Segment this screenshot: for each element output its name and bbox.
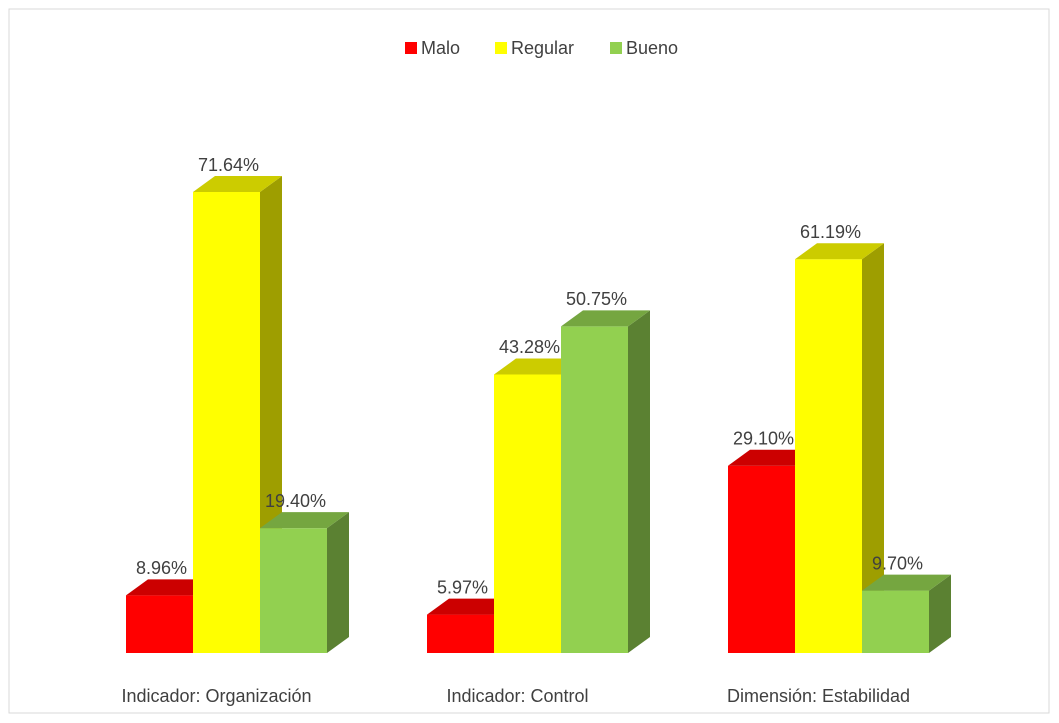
bar [427, 614, 494, 653]
bar [260, 528, 327, 653]
x-tick-label: Indicador: Organización [121, 686, 311, 706]
bar-side [628, 310, 650, 653]
bar [728, 465, 795, 653]
bar-top [862, 574, 951, 591]
legend-swatch [610, 42, 622, 54]
bar [193, 192, 260, 653]
data-label: 29.10% [733, 428, 794, 448]
data-label: 5.97% [437, 577, 488, 597]
data-label: 9.70% [872, 553, 923, 573]
bar-top [795, 243, 884, 260]
data-label: 8.96% [136, 558, 187, 578]
legend-label: Bueno [626, 38, 678, 58]
bar-top [126, 579, 215, 596]
data-label: 71.64% [198, 155, 259, 175]
bar-top [728, 449, 817, 466]
x-tick-label: Indicador: Control [446, 686, 588, 706]
bar-top [193, 176, 282, 192]
bar [561, 326, 628, 653]
legend-label: Regular [511, 38, 574, 58]
bar [795, 259, 862, 653]
bar-side [929, 574, 951, 653]
bar [494, 374, 561, 653]
bar-top [260, 512, 349, 529]
data-label: 50.75% [566, 289, 627, 309]
data-label: 43.28% [499, 337, 560, 357]
bar [126, 595, 193, 653]
bar-top [494, 358, 583, 375]
data-label: 61.19% [800, 222, 861, 242]
legend-swatch [405, 42, 417, 54]
bar-top [427, 598, 516, 615]
bar-top [561, 310, 650, 327]
bar [862, 590, 929, 653]
x-tick-label: Dimensión: Estabilidad [727, 686, 910, 706]
bar-side [327, 512, 349, 653]
data-label: 19.40% [265, 491, 326, 511]
legend-label: Malo [421, 38, 460, 58]
bar-side [862, 243, 884, 654]
legend-swatch [495, 42, 507, 54]
